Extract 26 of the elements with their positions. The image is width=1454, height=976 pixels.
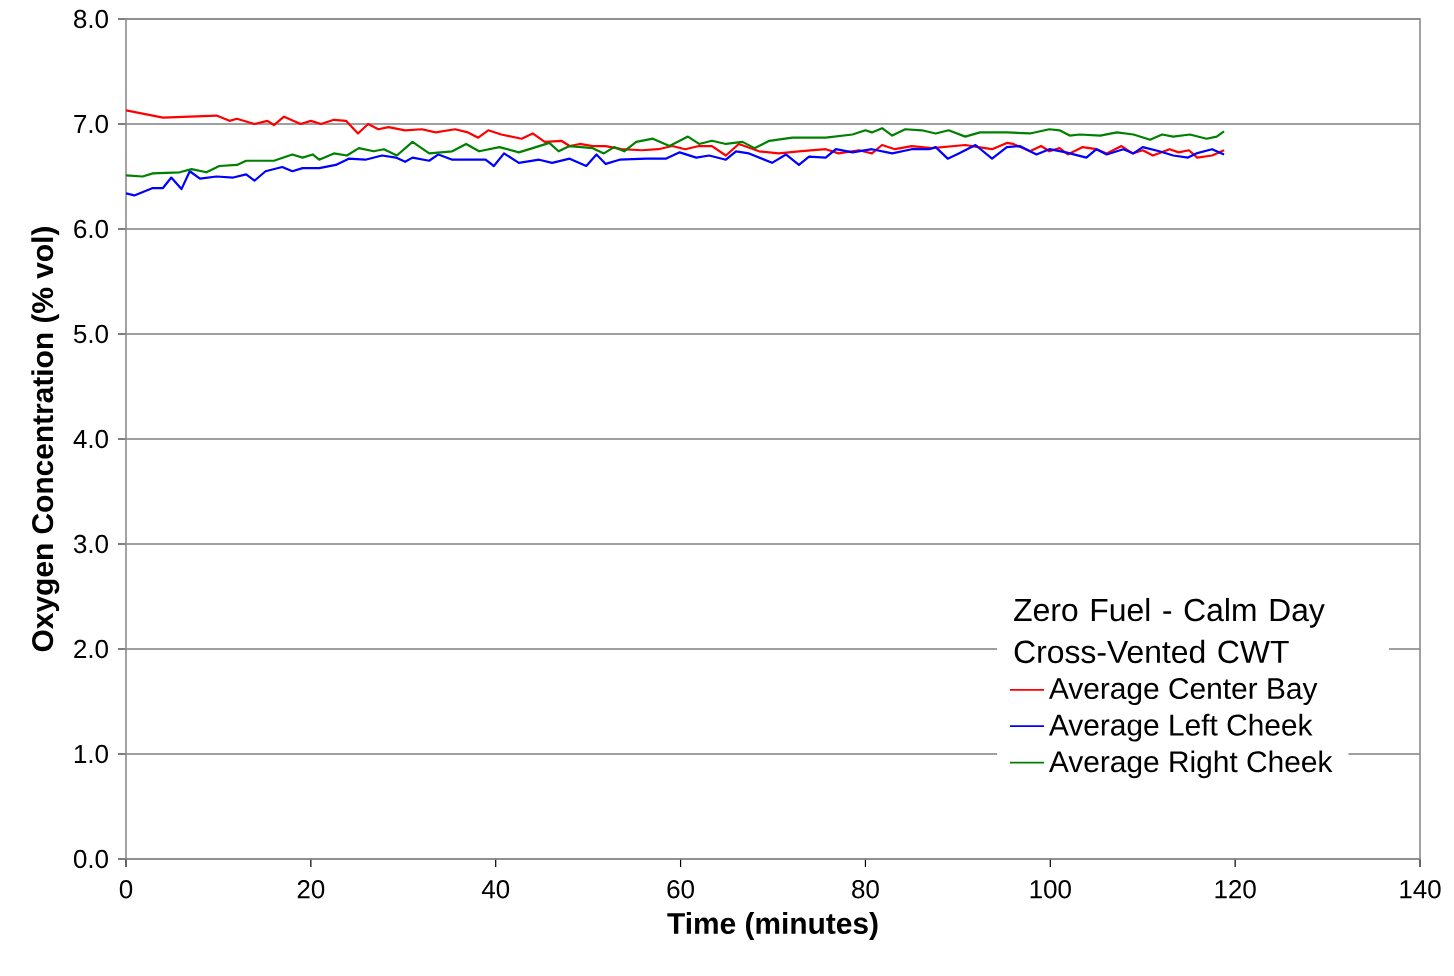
x-tick-label: 20	[297, 880, 325, 899]
legend-label: Average Right Cheek	[1048, 750, 1333, 779]
x-tick-label: 140	[1400, 880, 1441, 899]
legend-label: Average Center Bay	[1048, 677, 1318, 705]
y-tick-label: 4.0	[73, 429, 108, 449]
y-tick-label: 5.0	[73, 324, 108, 344]
legend-title: Zero Fuel - Calm Day Cross-Vented CWT	[1014, 597, 1325, 664]
line-series	[126, 109, 1226, 159]
y-tick-label: 2.0	[74, 639, 108, 659]
y-tick-label: 1.0	[74, 744, 108, 764]
y-axis-title: Oxygen Concentration (% vol)	[31, 227, 60, 652]
x-tick-label: 100	[1030, 880, 1071, 899]
x-tick-label: 120	[1215, 880, 1256, 899]
y-tick-label: 6.0	[74, 219, 108, 239]
x-axis-title: Time (minutes)	[667, 912, 878, 940]
x-tick-label: 60	[667, 880, 694, 899]
legend-label: Average Left Cheek	[1048, 713, 1313, 742]
x-tick-label: 80	[852, 880, 879, 899]
line-series	[126, 143, 1226, 197]
y-tick-label: 8.0	[74, 9, 108, 29]
x-tick-label: 40	[481, 880, 510, 899]
y-tick-label: 0.0	[73, 849, 108, 869]
line-series	[126, 127, 1226, 178]
x-tick-label: 0	[119, 880, 133, 899]
y-tick-label: 3.0	[73, 534, 108, 554]
y-tick-label: 7.0	[74, 114, 108, 134]
